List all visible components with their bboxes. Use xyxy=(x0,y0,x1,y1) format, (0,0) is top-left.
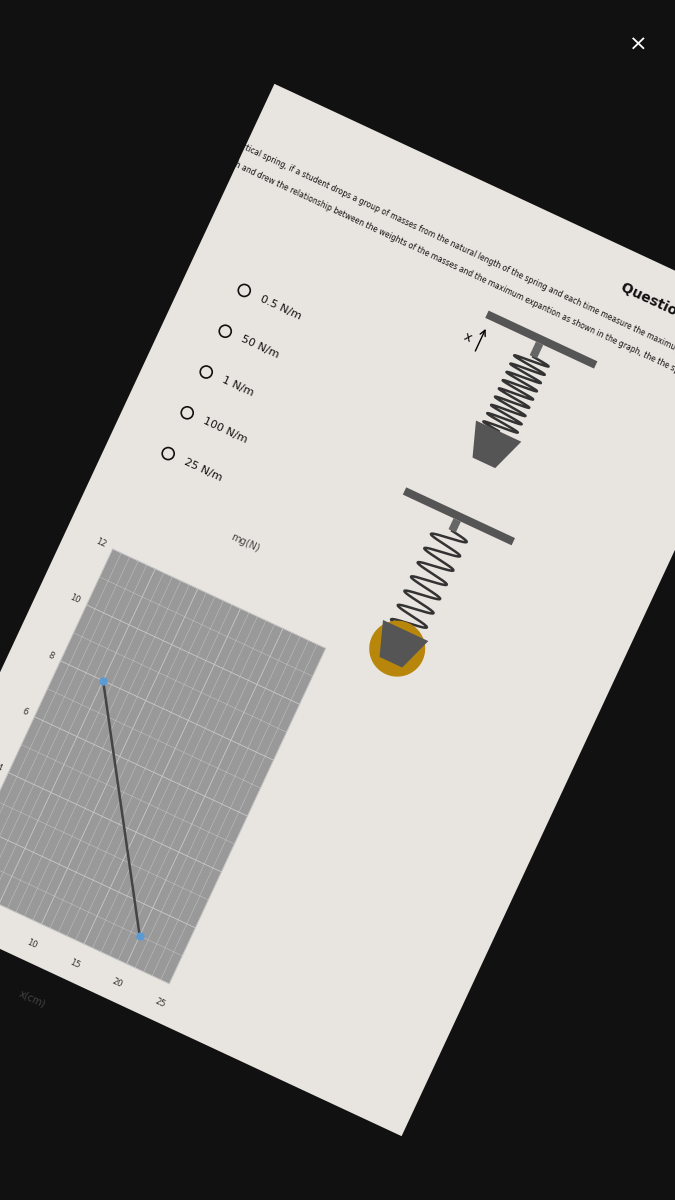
Text: 25 N/m: 25 N/m xyxy=(182,457,223,482)
Text: 50 N/m: 50 N/m xyxy=(240,335,280,360)
Text: 1 N/m: 1 N/m xyxy=(221,376,255,398)
Text: 12: 12 xyxy=(94,538,107,550)
Polygon shape xyxy=(379,620,429,667)
Text: x: x xyxy=(461,330,474,344)
Polygon shape xyxy=(472,420,521,468)
Polygon shape xyxy=(369,620,425,677)
Polygon shape xyxy=(403,487,515,545)
Polygon shape xyxy=(485,311,597,368)
Polygon shape xyxy=(0,550,325,984)
Text: 100 N/m: 100 N/m xyxy=(201,416,248,445)
Text: mg(N): mg(N) xyxy=(229,532,261,554)
Text: 8: 8 xyxy=(47,652,55,661)
Text: In experiment of an object suspended in vertical spring, if a student drops a gr: In experiment of an object suspended in … xyxy=(90,71,675,383)
Text: ×: × xyxy=(628,35,647,55)
Text: x(cm): x(cm) xyxy=(18,988,47,1009)
Polygon shape xyxy=(0,84,675,1136)
Polygon shape xyxy=(530,342,543,359)
Text: 15: 15 xyxy=(68,958,82,970)
Text: Question 10 of 10: Question 10 of 10 xyxy=(619,281,675,352)
Text: 10: 10 xyxy=(26,937,39,950)
Text: masses reach and drew the relationship between the weights of the masses and the: masses reach and drew the relationship b… xyxy=(190,140,675,402)
Text: 0.5 N/m: 0.5 N/m xyxy=(259,294,302,322)
Text: 10: 10 xyxy=(68,593,81,606)
Text: 20: 20 xyxy=(111,977,124,990)
Text: 6: 6 xyxy=(20,707,29,718)
Text: 25: 25 xyxy=(153,997,167,1009)
Text: 4: 4 xyxy=(0,763,3,773)
Polygon shape xyxy=(448,518,461,533)
